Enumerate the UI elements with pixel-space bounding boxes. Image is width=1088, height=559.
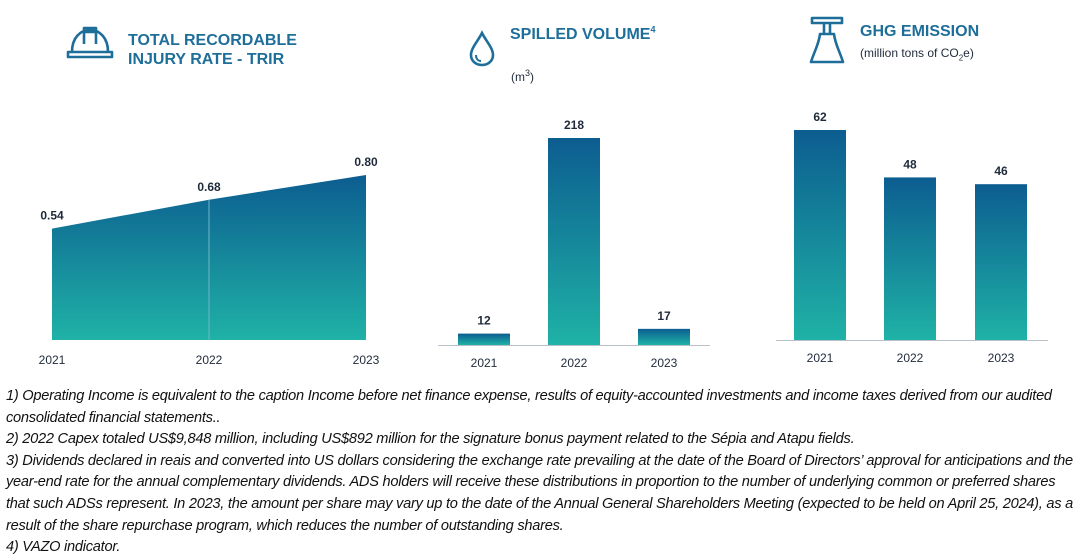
ghg-panel: GHG EMISSION (million tons of CO2e) 62 20… (770, 0, 1088, 380)
spill-x-tick-label: 2023 (651, 356, 678, 370)
trir-area-chart: 0.54 2021 0.68 2022 0.80 2023 (39, 155, 380, 367)
footnote-3: 3) Dividends declared in reais and conve… (6, 452, 1073, 534)
ghg-subtitle-post: e) (963, 46, 974, 60)
ghg-bar-chart: 62 2021 48 2022 46 2023 (776, 110, 1048, 365)
ghg-subtitle: (million tons of CO (860, 46, 959, 60)
spill-bar (548, 138, 600, 345)
spill-x-tick-label: 2021 (471, 356, 498, 370)
spill-data-label: 12 (477, 314, 491, 328)
spill-bar (638, 328, 690, 345)
footnote-1: 1) Operating Income is equivalent to the… (6, 388, 1052, 426)
spill-unit: (m (511, 70, 525, 84)
trir-title-line2: INJURY RATE - TRIR (128, 51, 285, 68)
spill-bar-chart: 12 2021 218 2022 17 2023 (438, 118, 710, 370)
trir-x-tick-label: 2023 (353, 353, 380, 367)
ghg-data-label: 46 (994, 164, 1008, 178)
trir-data-label: 0.68 (197, 180, 221, 194)
spill-title: SPILLED VOLUME (510, 26, 651, 43)
footnote-4: 4) VAZO indicator. (6, 539, 121, 556)
trir-title-line1: TOTAL RECORDABLE (128, 32, 297, 49)
ghg-subtitle-sub: 2 (958, 53, 964, 63)
ghg-x-tick-label: 2022 (897, 351, 924, 365)
ghg-bar (794, 130, 846, 340)
ghg-bar (975, 184, 1027, 340)
trir-x-tick-label: 2022 (196, 353, 223, 367)
ghg-x-tick-label: 2023 (988, 351, 1015, 365)
footnote-2: 2) 2022 Capex totaled US$9,848 million, … (6, 431, 855, 448)
spill-unit-sup: 3 (525, 68, 531, 78)
spill-data-label: 17 (657, 309, 671, 323)
trir-panel: TOTAL RECORDABLE INJURY RATE - TRIR 0.54… (0, 0, 400, 380)
spill-bar (458, 333, 510, 345)
trir-data-label: 0.80 (354, 155, 378, 169)
spill-panel: SPILLED VOLUME4 (m3) 12 2021 218 2022 17 2023 (430, 0, 730, 380)
footnotes: 1) Operating Income is equivalent to the… (6, 386, 1082, 559)
hard-hat-icon (66, 26, 114, 59)
spill-x-tick-label: 2022 (561, 356, 588, 370)
spill-data-label: 218 (564, 118, 584, 132)
refinery-chimney-icon (809, 16, 845, 64)
ghg-data-label: 62 (813, 110, 827, 124)
ghg-data-label: 48 (903, 157, 917, 171)
ghg-bar (884, 177, 936, 340)
trir-data-label: 0.54 (40, 209, 64, 223)
ghg-x-tick-label: 2021 (807, 351, 834, 365)
water-drop-icon (469, 30, 495, 67)
ghg-title: GHG EMISSION (860, 23, 980, 40)
spill-title-footnote: 4 (650, 24, 656, 35)
spill-unit-close: ) (530, 70, 535, 84)
trir-x-tick-label: 2021 (39, 353, 66, 367)
